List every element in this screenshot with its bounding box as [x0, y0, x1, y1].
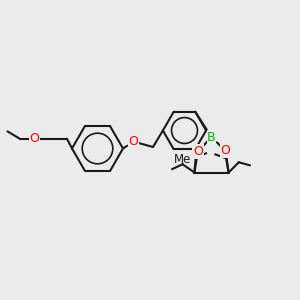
Text: O: O: [193, 145, 203, 158]
Text: O: O: [129, 135, 138, 148]
Text: Me: Me: [174, 153, 191, 166]
Text: B: B: [207, 130, 216, 144]
Text: O: O: [221, 144, 230, 158]
Text: O: O: [30, 132, 39, 145]
